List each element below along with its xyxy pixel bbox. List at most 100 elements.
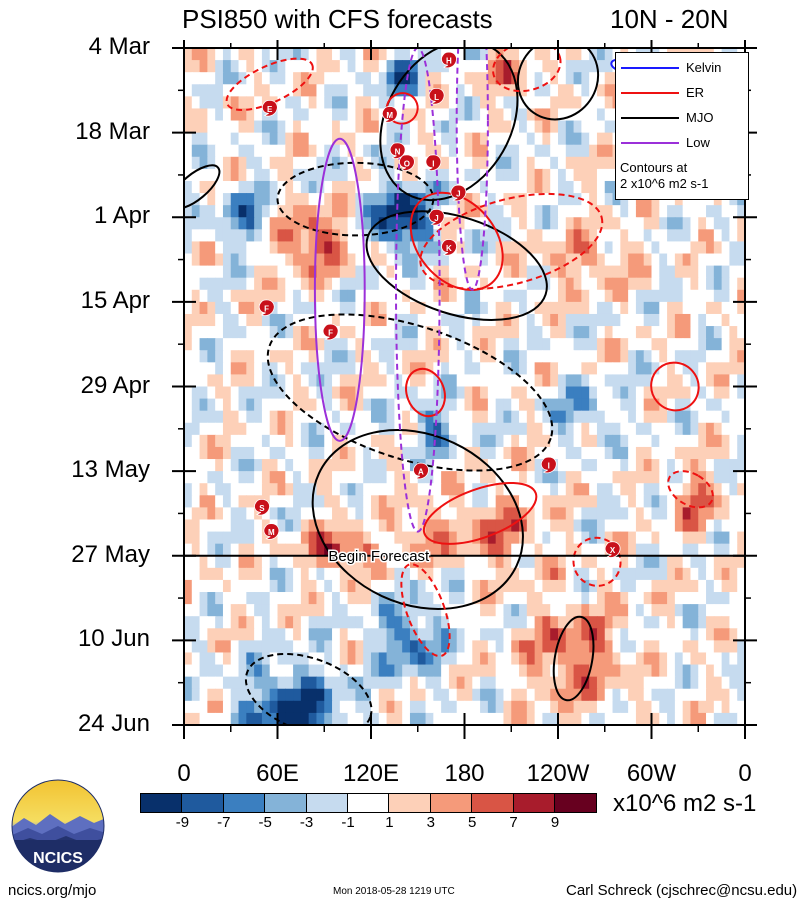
shading-cell bbox=[698, 592, 707, 605]
shading-cell bbox=[698, 241, 707, 255]
shading-cell bbox=[456, 483, 466, 496]
shading-cell bbox=[526, 253, 536, 267]
shading-cell bbox=[316, 495, 325, 508]
shading-cell bbox=[409, 277, 419, 291]
shading-cell bbox=[285, 555, 294, 569]
shading-cell bbox=[339, 301, 349, 315]
shading-cell bbox=[690, 362, 699, 376]
shading-cell bbox=[191, 616, 201, 629]
shading-cell bbox=[487, 604, 497, 617]
shading-cell bbox=[659, 289, 668, 303]
shading-cell bbox=[659, 217, 668, 230]
shading-cell bbox=[246, 338, 255, 351]
footer-link[interactable]: ncics.org/mjo bbox=[8, 882, 97, 899]
shading-cell bbox=[480, 652, 489, 666]
shading-cell bbox=[682, 446, 692, 460]
shading-cell bbox=[417, 616, 427, 629]
shading-cell bbox=[737, 664, 745, 678]
shading-cell bbox=[542, 446, 551, 460]
shading-cell bbox=[581, 531, 590, 545]
shading-cell bbox=[456, 386, 466, 400]
shading-cell bbox=[371, 616, 380, 629]
shading-cell bbox=[628, 531, 637, 545]
shading-cell bbox=[667, 374, 676, 388]
shading-cell bbox=[628, 483, 637, 496]
shading-cell bbox=[503, 289, 512, 303]
shading-cell bbox=[308, 253, 318, 267]
shading-cell bbox=[635, 604, 645, 617]
shading-cell bbox=[612, 664, 621, 678]
shading-cell bbox=[464, 507, 473, 521]
shading-cell bbox=[651, 495, 660, 508]
shading-cell bbox=[300, 410, 310, 424]
shading-cell bbox=[464, 72, 473, 85]
shading-cell bbox=[698, 543, 707, 557]
shading-cell bbox=[581, 410, 590, 424]
shading-cell bbox=[448, 313, 458, 327]
shading-cell bbox=[254, 592, 263, 605]
shading-cell bbox=[558, 422, 567, 436]
shading-cell bbox=[729, 229, 738, 243]
shading-cell bbox=[581, 96, 590, 110]
shading-cell bbox=[690, 519, 699, 533]
shading-cell bbox=[713, 241, 723, 255]
shading-cell bbox=[261, 72, 271, 85]
shading-cell bbox=[425, 289, 434, 303]
shading-cell bbox=[495, 96, 505, 110]
shading-cell bbox=[394, 519, 403, 533]
shading-cell bbox=[191, 217, 201, 230]
shading-cell bbox=[230, 374, 240, 388]
shading-cell bbox=[339, 386, 349, 400]
shading-cell bbox=[480, 338, 489, 351]
shading-cell bbox=[721, 555, 731, 569]
shading-cell bbox=[604, 289, 614, 303]
shading-cell bbox=[519, 700, 528, 714]
shading-cell bbox=[721, 459, 731, 472]
shading-cell bbox=[487, 507, 497, 521]
shading-cell bbox=[667, 229, 676, 243]
shading-cell bbox=[254, 265, 263, 279]
shading-cell bbox=[487, 60, 497, 73]
shading-cell bbox=[667, 422, 676, 436]
shading-cell bbox=[433, 483, 442, 496]
shading-cell bbox=[659, 664, 668, 678]
shading-cell bbox=[355, 555, 364, 569]
shading-cell bbox=[542, 555, 551, 569]
shading-cell bbox=[347, 350, 357, 363]
shading-cell bbox=[456, 313, 466, 327]
shading-cell bbox=[285, 483, 294, 496]
shading-cell bbox=[604, 483, 614, 496]
shading-cell bbox=[690, 604, 699, 617]
shading-cell bbox=[480, 446, 489, 460]
shading-cell bbox=[230, 108, 240, 122]
shading-cell bbox=[534, 193, 544, 206]
shading-cell bbox=[721, 604, 731, 617]
shading-cell bbox=[293, 265, 302, 279]
shading-cell bbox=[425, 471, 434, 484]
shading-cell bbox=[269, 156, 279, 170]
shading-cell bbox=[596, 700, 606, 714]
shading-cell bbox=[519, 688, 528, 702]
shading-cell bbox=[448, 652, 458, 666]
shading-cell bbox=[589, 567, 598, 581]
shading-cell bbox=[519, 108, 528, 122]
shading-cell bbox=[254, 229, 263, 243]
shading-cell bbox=[519, 168, 528, 182]
shading-cell bbox=[495, 676, 505, 690]
shading-cell bbox=[674, 229, 684, 243]
shading-cell bbox=[651, 398, 660, 412]
shading-cell bbox=[612, 507, 621, 521]
shading-cell bbox=[596, 265, 606, 279]
shading-cell bbox=[464, 229, 473, 243]
shading-cell bbox=[526, 108, 536, 122]
shading-cell bbox=[441, 592, 450, 605]
shading-cell bbox=[713, 531, 723, 545]
shading-cell bbox=[277, 289, 286, 303]
shading-cell bbox=[620, 313, 629, 327]
shading-cell bbox=[659, 205, 668, 218]
shading-cell bbox=[581, 592, 590, 605]
shading-cell bbox=[378, 277, 388, 291]
shading-cell bbox=[706, 676, 715, 690]
shading-cell bbox=[371, 495, 380, 508]
shading-cell bbox=[441, 567, 450, 581]
